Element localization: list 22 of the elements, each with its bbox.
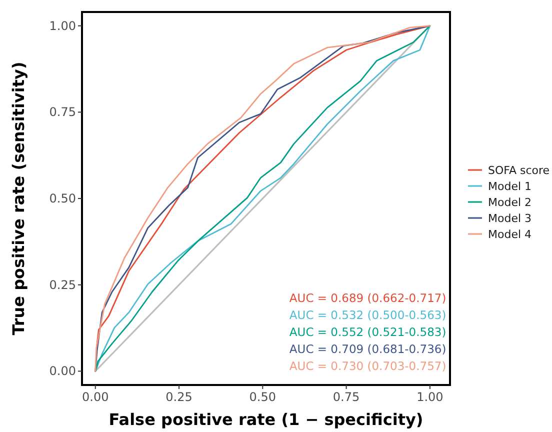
y-tick-label: 0.25 — [49, 278, 76, 292]
y-axis-title: True positive rate (sensitivity) — [9, 62, 28, 336]
legend-label: Model 4 — [488, 228, 532, 241]
annotation: AUC = 0.689 (0.662-0.717) — [289, 291, 446, 306]
legend-label: SOFA score — [488, 164, 550, 177]
x-tick-label: 0.75 — [332, 390, 360, 404]
x-tick-label: 0.50 — [249, 390, 276, 404]
annotation: AUC = 0.552 (0.521-0.583) — [289, 325, 446, 340]
y-tick-label: 0.50 — [49, 192, 76, 206]
x-tick-label: 0.25 — [166, 390, 192, 404]
y-tick-label: 0.75 — [49, 105, 76, 120]
legend-label: Model 2 — [488, 196, 532, 209]
legend-label: Model 1 — [488, 180, 532, 193]
y-tick-label: 1.00 — [49, 18, 76, 33]
x-tick-label: 0.00 — [82, 390, 109, 404]
y-tick-label: 0.00 — [49, 364, 76, 378]
legend-label: Model 3 — [488, 212, 532, 225]
x-axis-title: False positive rate (1 − specificity) — [108, 410, 424, 429]
annotation: AUC = 0.709 (0.681-0.736) — [289, 342, 446, 356]
annotation: AUC = 0.730 (0.703-0.757) — [289, 359, 446, 374]
annotation: AUC = 0.532 (0.500-0.563) — [289, 308, 446, 322]
x-tick-label: 1.00 — [416, 390, 444, 404]
